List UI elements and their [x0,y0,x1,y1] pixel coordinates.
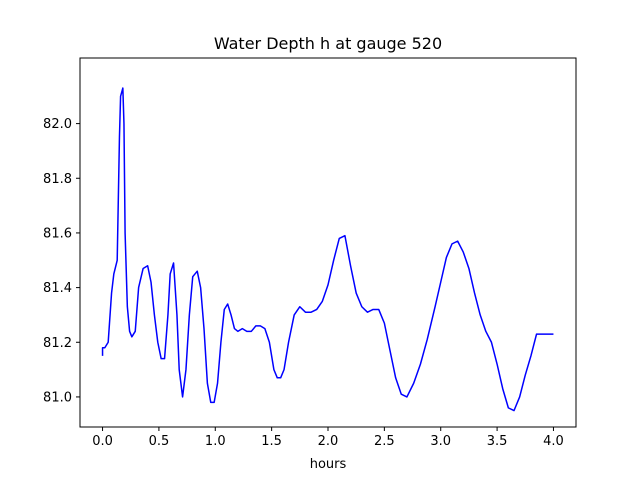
x-tick-label: 2.5 [374,434,395,449]
y-tick-label: 81.8 [43,172,72,187]
y-tick-label: 81.2 [43,336,72,351]
axis-ticks: 0.0 0.5 1.0 1.5 2.0 2.5 3.0 3.5 4.0 81.0 81.2 81.4 8… [43,117,564,449]
x-tick-label: 2.0 [318,434,339,449]
y-tick-label: 81.6 [43,226,72,241]
x-tick-label: 1.0 [205,434,226,449]
chart-title: Water Depth h at gauge 520 [214,34,442,53]
y-tick-label: 82.0 [43,117,72,132]
x-axis-label: hours [310,457,347,472]
x-tick-label: 0.0 [92,434,113,449]
y-tick-label: 81.4 [43,281,72,296]
x-tick-label: 4.0 [543,434,564,449]
y-tick-label: 81.0 [43,390,72,405]
x-tick-label: 3.5 [487,434,508,449]
plot-area [101,87,554,412]
series-line [101,87,554,412]
plot-frame [79,57,577,428]
x-tick-label: 1.5 [261,434,282,449]
x-tick-label: 0.5 [149,434,170,449]
x-tick-label: 3.0 [430,434,451,449]
